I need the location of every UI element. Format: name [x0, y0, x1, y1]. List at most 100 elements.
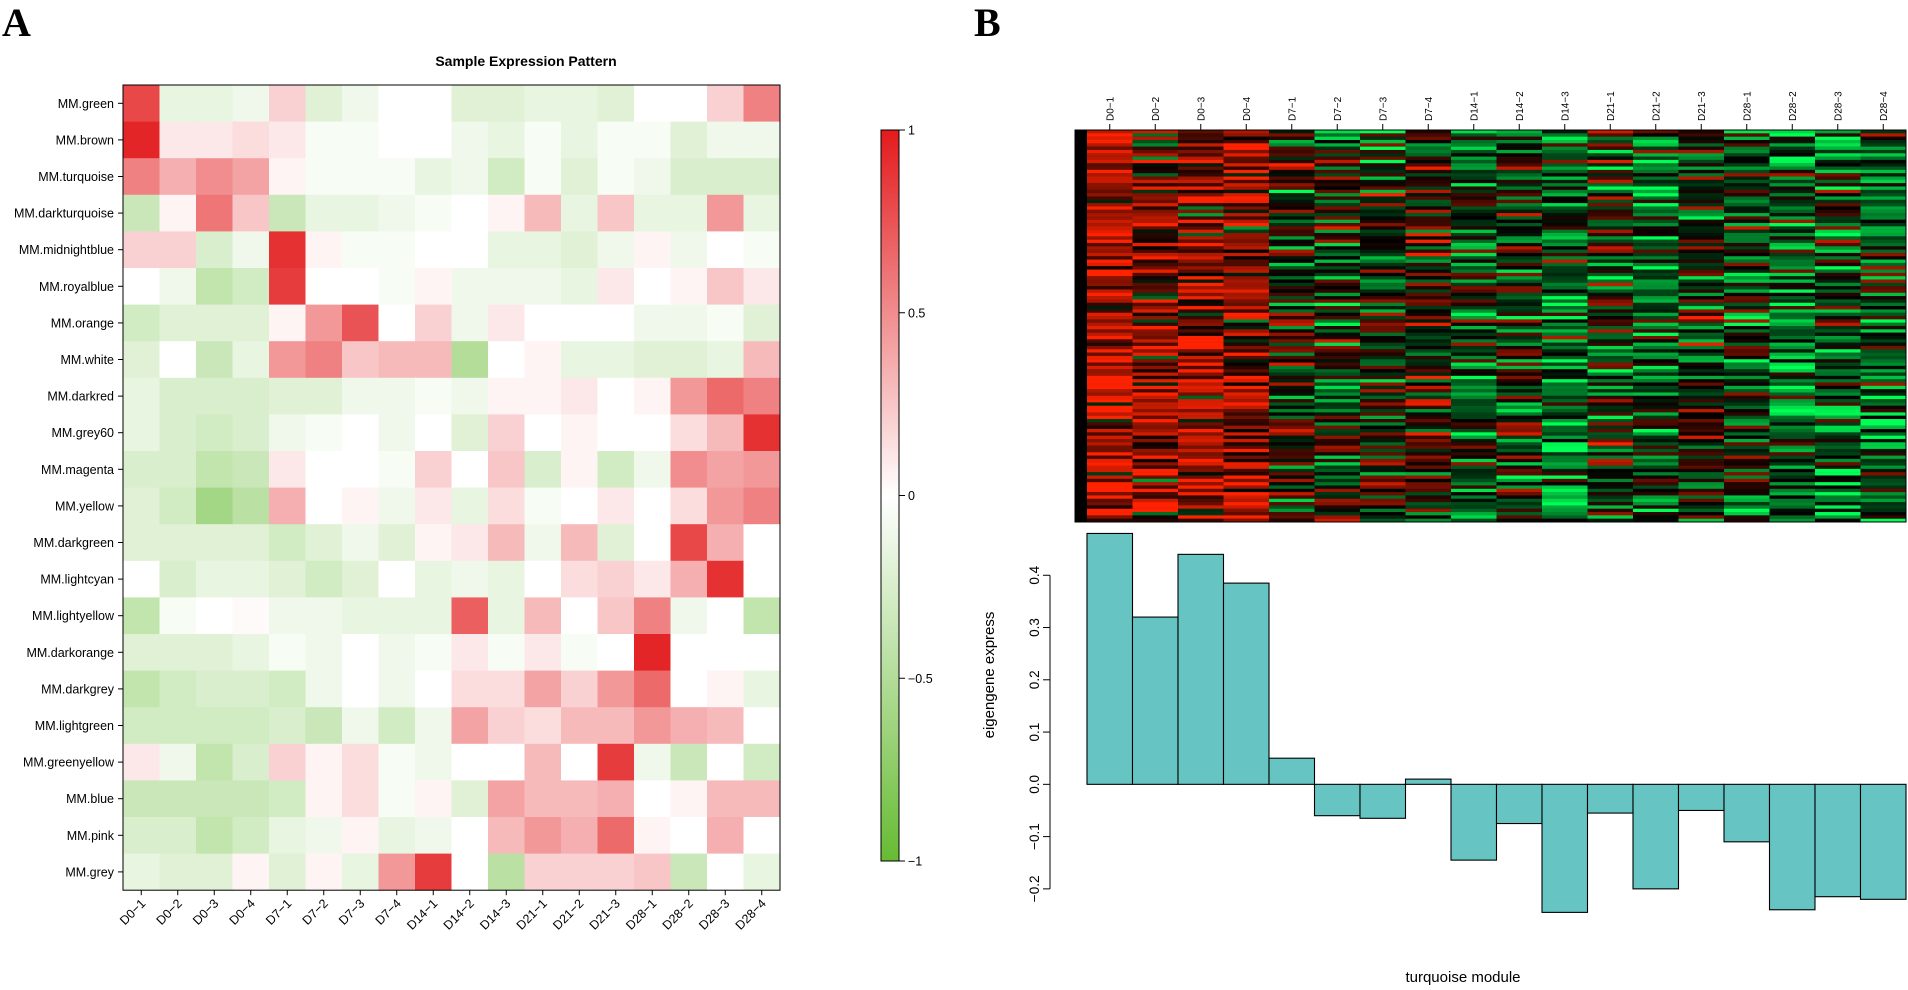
- gene-stripe: [1587, 458, 1634, 463]
- gene-stripe: [1360, 442, 1406, 446]
- eigengene-bar: [1632, 783, 1680, 890]
- heatmap-cell: [196, 377, 233, 415]
- gene-stripe: [1132, 445, 1179, 450]
- gene-stripe: [1405, 159, 1452, 164]
- gene-stripe: [1542, 302, 1588, 307]
- gene-stripe: [1724, 458, 1770, 463]
- gene-stripe: [1132, 213, 1179, 217]
- gene-stripe: [1223, 156, 1270, 161]
- gene-stripe: [1223, 130, 1270, 134]
- gene-stripe: [1542, 508, 1588, 513]
- gene-stripe: [1633, 448, 1679, 453]
- gene-stripe: [1360, 213, 1406, 217]
- gene-stripe: [1451, 422, 1497, 426]
- gene-stripe: [1678, 213, 1725, 217]
- gene-stripe: [1314, 492, 1361, 496]
- gene-stripe: [1724, 249, 1770, 254]
- gene-stripe: [1542, 448, 1588, 453]
- gene-stripe: [1587, 435, 1634, 440]
- gene-stripe: [1496, 362, 1543, 367]
- gene-stripe: [1496, 415, 1543, 420]
- heatmap-cell: [415, 853, 452, 891]
- gene-stripe: [1314, 462, 1361, 466]
- gene-stripe: [1360, 329, 1406, 333]
- gene-stripe: [1724, 322, 1770, 327]
- gene-stripe: [1314, 272, 1361, 277]
- gene-stripe: [1405, 339, 1452, 343]
- gene-stripe: [1587, 169, 1634, 174]
- gene-stripe: [1542, 472, 1588, 476]
- heatmap-cell: [524, 304, 562, 342]
- gene-stripe: [1769, 239, 1816, 244]
- gene-stripe: [1451, 239, 1497, 244]
- heatmap-cell: [634, 85, 671, 122]
- gene-stripe: [1405, 432, 1452, 436]
- gene-stripe: [1132, 193, 1179, 197]
- gene-stripe: [1678, 252, 1725, 257]
- gene-stripe: [1223, 163, 1270, 167]
- gene-stripe: [1405, 478, 1452, 483]
- gene-stripe: [1223, 462, 1270, 466]
- gene-stripe: [1815, 319, 1861, 323]
- gene-stripe: [1633, 435, 1679, 440]
- gene-stripe: [1223, 272, 1270, 277]
- gene-stripe: [1451, 156, 1497, 161]
- gene-stripe: [1314, 326, 1361, 330]
- gene-stripe: [1314, 332, 1361, 337]
- heatmap-cell: [670, 597, 708, 635]
- gene-stripe: [1451, 345, 1497, 350]
- gene-stripe: [1360, 226, 1406, 230]
- heatmap-cell: [415, 780, 452, 818]
- heatmap-cell: [269, 670, 306, 708]
- gene-stripe: [1360, 272, 1406, 277]
- gene-stripe: [1542, 339, 1588, 343]
- gene-stripe: [1132, 375, 1179, 380]
- gene-stripe: [1132, 229, 1179, 234]
- gene-stripe: [1132, 282, 1179, 287]
- gene-stripe: [1815, 475, 1861, 480]
- gene-stripe: [1542, 485, 1588, 489]
- gene-stripe: [1314, 219, 1361, 224]
- gene-stripe: [1724, 206, 1770, 210]
- gene-stripe: [1633, 389, 1679, 393]
- gene-column-label: D0−4: [1242, 96, 1253, 121]
- gene-stripe: [1223, 262, 1270, 267]
- gene-stripe: [1769, 452, 1816, 456]
- heatmap-cell: [305, 414, 343, 452]
- gene-stripe: [1633, 518, 1679, 523]
- gene-heatmap-column: [1223, 130, 1270, 523]
- heatmap-cell: [634, 780, 671, 818]
- gene-stripe: [1178, 252, 1224, 257]
- gene-heatmap-column: [1314, 130, 1361, 523]
- gene-stripe: [1405, 402, 1452, 406]
- gene-stripe: [1405, 399, 1452, 403]
- gene-stripe: [1178, 468, 1224, 473]
- heatmap-cell: [561, 304, 598, 342]
- heatmap-cell: [342, 817, 379, 854]
- gene-stripe: [1132, 133, 1179, 137]
- gene-stripe: [1815, 332, 1861, 337]
- gene-stripe: [1860, 239, 1907, 244]
- column-label: D21−3: [587, 896, 623, 932]
- gene-stripe: [1587, 259, 1634, 264]
- gene-stripe: [1496, 269, 1543, 274]
- gene-stripe: [1405, 316, 1452, 320]
- gene-stripe: [1542, 259, 1588, 264]
- gene-stripe: [1678, 362, 1725, 367]
- gene-stripe: [1405, 445, 1452, 450]
- gene-stripe: [1223, 335, 1270, 340]
- gene-stripe: [1269, 206, 1315, 210]
- gene-stripe: [1269, 246, 1315, 250]
- heatmap-cell: [415, 487, 452, 525]
- gene-stripe: [1815, 183, 1861, 187]
- gene-stripe: [1496, 359, 1543, 363]
- gene-stripe: [1314, 445, 1361, 450]
- gene-stripe: [1178, 335, 1224, 340]
- gene-stripe: [1405, 216, 1452, 220]
- gene-stripe: [1496, 209, 1543, 214]
- gene-stripe: [1542, 256, 1588, 260]
- gene-stripe: [1633, 468, 1679, 473]
- gene-stripe: [1496, 428, 1543, 433]
- heatmap-cell: [415, 451, 452, 488]
- gene-stripe: [1178, 133, 1224, 137]
